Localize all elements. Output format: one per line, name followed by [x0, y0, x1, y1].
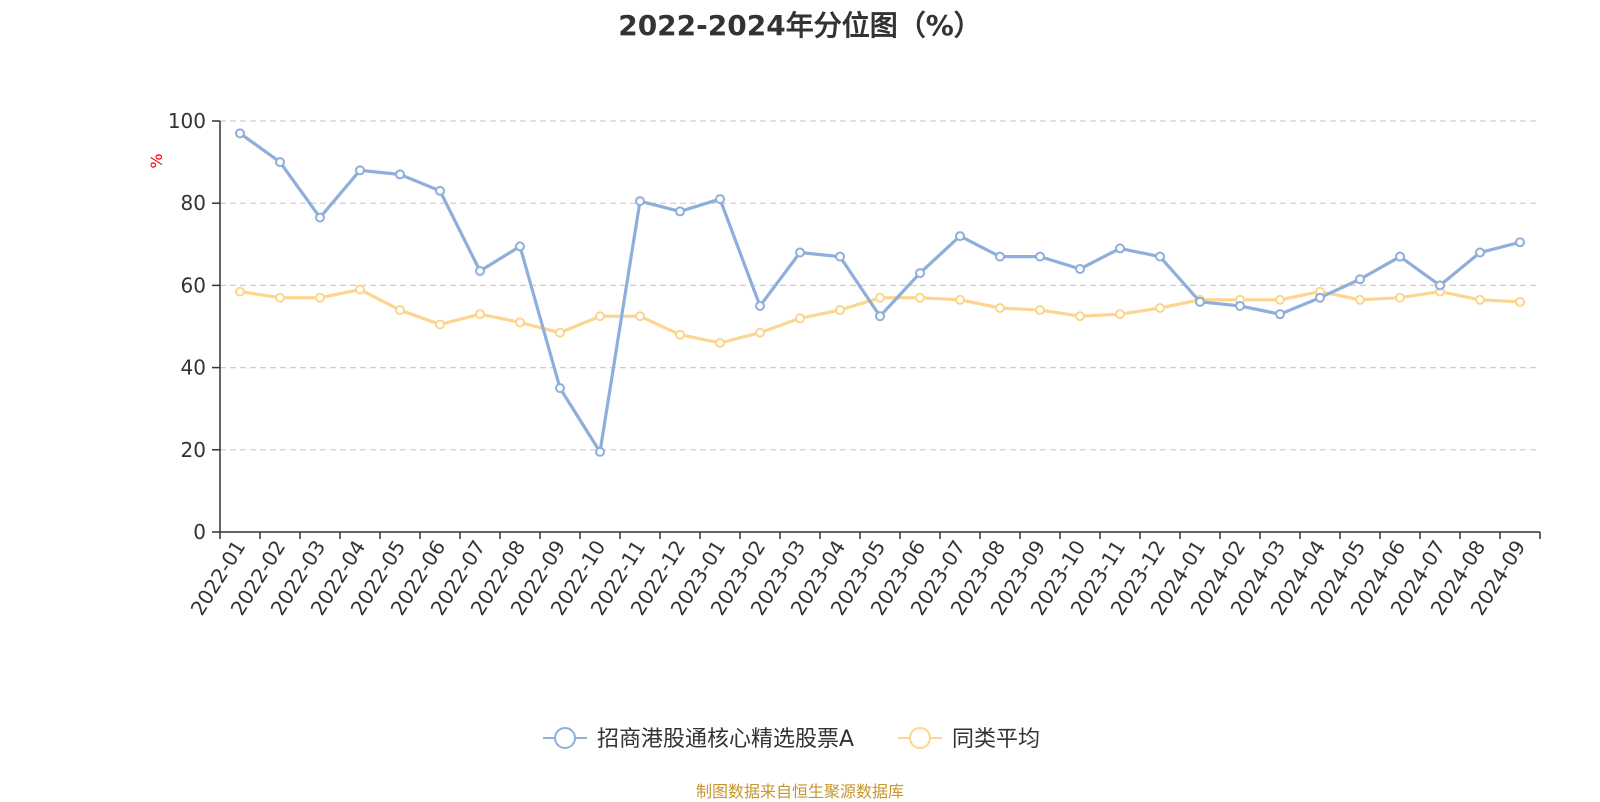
- data-point: [235, 128, 245, 139]
- y-tick-label: 0: [193, 520, 206, 544]
- data-point: [715, 337, 725, 348]
- data-point: [1275, 309, 1285, 320]
- y-axis-unit: %: [147, 153, 166, 168]
- data-point: [675, 329, 685, 340]
- data-point: [515, 241, 525, 252]
- data-point: [275, 157, 285, 168]
- data-point: [1355, 294, 1365, 305]
- data-point: [1115, 309, 1125, 320]
- y-tick-label: 100: [168, 109, 206, 133]
- data-point: [635, 196, 645, 207]
- legend-item-0[interactable]: 招商港股通核心精选股票A: [543, 727, 854, 752]
- legend-marker-icon: [909, 727, 931, 749]
- legend[interactable]: 招商港股通核心精选股票A 同类平均: [543, 727, 1040, 752]
- data-point: [1115, 243, 1125, 254]
- grid-lines: [220, 120, 1540, 451]
- chart-title: 2022-2024年分位图（%）: [618, 9, 982, 42]
- data-point: [555, 327, 565, 338]
- data-point: [715, 194, 725, 205]
- data-point: [1275, 294, 1285, 305]
- data-point: [275, 292, 285, 303]
- axes: 020406080100%2022-012022-022022-032022-0…: [147, 109, 1541, 620]
- data-point: [1155, 251, 1165, 262]
- data-point: [995, 251, 1005, 262]
- data-point: [755, 327, 765, 338]
- data-point: [875, 311, 885, 322]
- data-point: [395, 169, 405, 180]
- data-point: [1435, 280, 1445, 291]
- data-point: [1395, 292, 1405, 303]
- data-point: [755, 300, 765, 311]
- data-point: [835, 305, 845, 316]
- data-point: [315, 292, 325, 303]
- data-point: [795, 247, 805, 258]
- data-point: [475, 266, 485, 277]
- series-layer: [235, 128, 1525, 457]
- data-point: [1195, 296, 1205, 307]
- legend-label: 招商港股通核心精选股票A: [597, 727, 854, 752]
- data-point: [1515, 296, 1525, 307]
- data-point: [1235, 300, 1245, 311]
- legend-item-1[interactable]: 同类平均: [898, 727, 1040, 752]
- data-point: [915, 292, 925, 303]
- data-point: [1075, 263, 1085, 274]
- y-tick-label: 80: [181, 191, 206, 215]
- legend-marker-icon: [554, 727, 576, 749]
- data-point: [355, 165, 365, 176]
- y-tick-label: 20: [181, 438, 206, 462]
- data-point: [555, 383, 565, 394]
- data-point: [1315, 292, 1325, 303]
- data-point: [235, 286, 245, 297]
- data-point: [1035, 251, 1045, 262]
- series-1: [235, 284, 1525, 348]
- data-point: [395, 305, 405, 316]
- series-0: [235, 128, 1525, 457]
- y-tick-label: 60: [181, 273, 206, 297]
- data-point: [1155, 303, 1165, 314]
- data-point: [1355, 274, 1365, 285]
- data-point: [1035, 305, 1045, 316]
- data-point: [635, 311, 645, 322]
- data-point: [435, 319, 445, 330]
- data-point: [995, 303, 1005, 314]
- data-point: [875, 292, 885, 303]
- source-note: 制图数据来自恒生聚源数据库: [695, 782, 904, 801]
- data-point: [435, 185, 445, 196]
- data-point: [355, 284, 365, 295]
- data-point: [835, 251, 845, 262]
- data-point: [315, 212, 325, 223]
- data-point: [1075, 311, 1085, 322]
- data-point: [915, 268, 925, 279]
- data-point: [955, 294, 965, 305]
- data-point: [595, 311, 605, 322]
- y-tick-label: 40: [181, 356, 206, 380]
- data-point: [955, 231, 965, 242]
- data-point: [475, 309, 485, 320]
- data-point: [795, 313, 805, 324]
- data-point: [1395, 251, 1405, 262]
- data-point: [1475, 247, 1485, 258]
- series-line: [239, 132, 1521, 454]
- data-point: [1515, 237, 1525, 248]
- data-point: [515, 317, 525, 328]
- legend-label: 同类平均: [952, 727, 1040, 752]
- data-point: [1475, 294, 1485, 305]
- data-point: [595, 446, 605, 457]
- data-point: [675, 206, 685, 217]
